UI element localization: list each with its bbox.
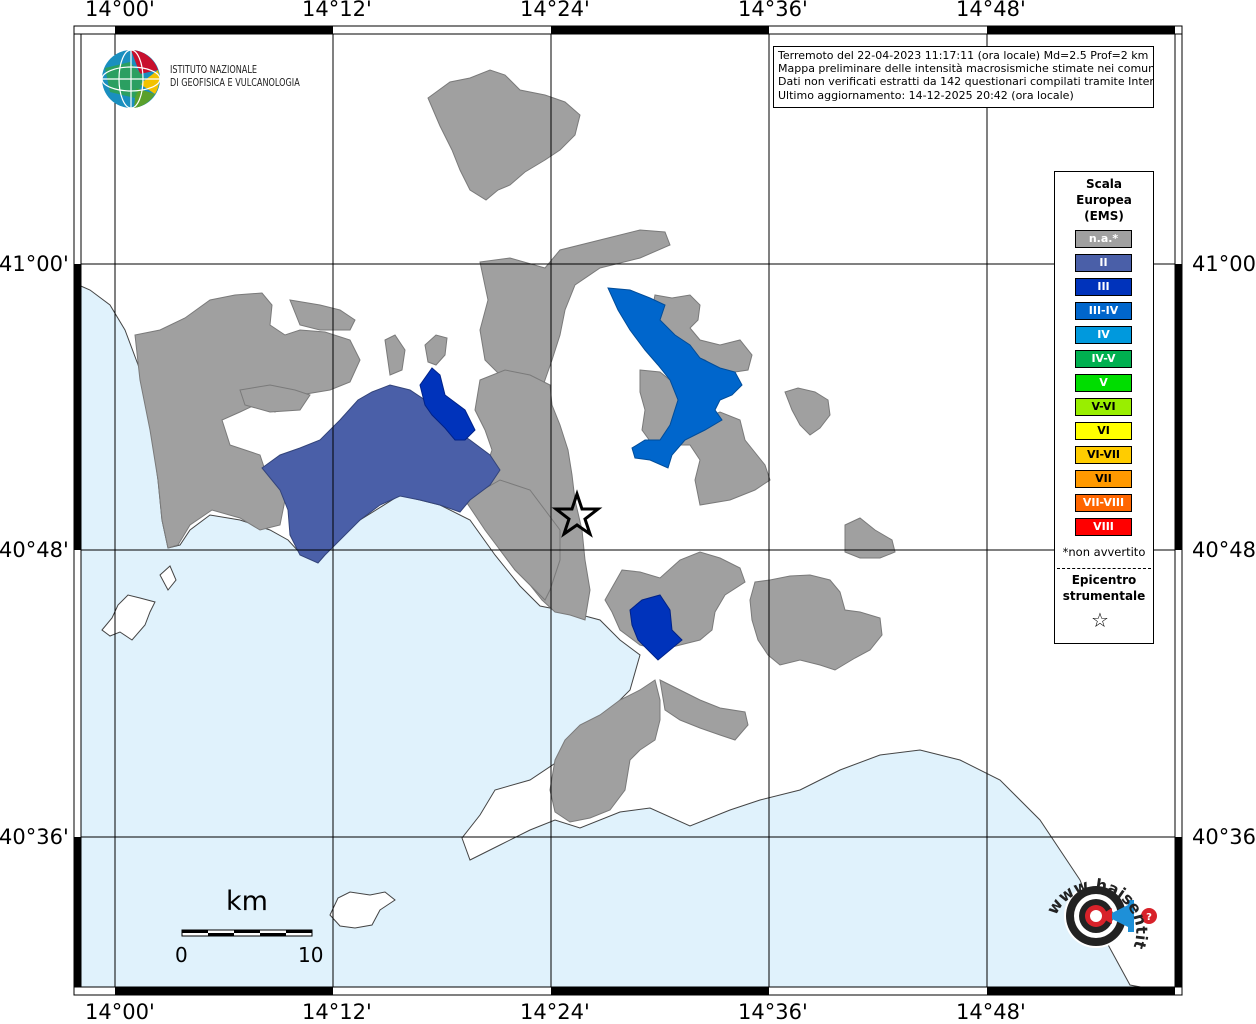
legend-item-n-a: n.a.*	[1075, 230, 1132, 248]
lon-label-top-3: 14°24'	[520, 0, 590, 21]
municipalities-na[interactable]	[134, 69, 896, 823]
mainland	[73, 25, 1183, 996]
ingv-logo: ISTITUTO NAZIONALE DI GEOFISICA E VULCAN…	[100, 48, 330, 110]
municipality-ems-iii-north[interactable]	[419, 367, 476, 441]
island-capri	[329, 891, 396, 929]
municipality-ems-iii-south[interactable]	[629, 594, 683, 661]
epicenter-legend-star-icon: ☆	[1091, 608, 1109, 632]
epicenter-star[interactable]	[551, 489, 603, 538]
scale-start-label: 0	[175, 943, 188, 967]
lat-label-right-1: 41°00'	[1192, 252, 1256, 276]
legend-title-line-1: Scala	[1085, 177, 1123, 191]
legend-item-viii: VIII	[1075, 518, 1132, 536]
lon-label-top-1: 14°00'	[85, 0, 155, 21]
event-info-line-1: Terremoto del 22-04-2023 11:17:11 (ora l…	[778, 49, 1149, 62]
event-info-line-3: Dati non verificati estratti da 142 ques…	[778, 75, 1154, 89]
svg-text:?: ?	[1146, 912, 1152, 923]
legend-item-iv: IV	[1075, 326, 1132, 344]
island-procida	[159, 565, 177, 591]
logo-line-1: ISTITUTO NAZIONALE	[170, 64, 258, 76]
map-frame	[73, 25, 1183, 996]
logo-line-2: DI GEOFISICA E VULCANOLOGIA	[170, 76, 300, 89]
legend-item-v-vi: V-VI	[1075, 398, 1132, 416]
legend-item-iv-v: IV-V	[1075, 350, 1132, 368]
legend-item-v: V	[1075, 374, 1132, 392]
municipality-ems-ii[interactable]	[261, 384, 501, 564]
graticule	[74, 26, 1182, 995]
lon-label-bottom-2: 14°12'	[302, 1000, 372, 1024]
scale-end-label: 10	[298, 943, 324, 967]
legend-item-vi: VI	[1075, 422, 1132, 440]
legend-item-iii-iv: III-IV	[1075, 302, 1132, 320]
legend-item-ii: II	[1075, 254, 1132, 272]
haisentito-logo[interactable]: ? www.haisentitoilterremoto.it	[1020, 841, 1158, 976]
event-info-line-2: Mappa preliminare delle intensità macros…	[778, 62, 1154, 76]
legend-title: Scala Europea (EMS)	[1055, 176, 1153, 224]
lat-label-right-2: 40°48'	[1192, 538, 1256, 562]
legend-separator	[1057, 568, 1151, 569]
scale-unit-label: km	[226, 886, 268, 917]
lon-label-bottom-3: 14°24'	[520, 1000, 590, 1024]
globe-icon	[101, 49, 161, 109]
event-info-box: Terremoto del 22-04-2023 11:17:11 (ora l…	[773, 46, 1154, 108]
lon-label-bottom-4: 14°36'	[738, 1000, 808, 1024]
epicenter-legend-label: Epicentro strumentale	[1055, 572, 1153, 604]
legend-title-line-3: (EMS)	[1084, 209, 1124, 223]
earthquake-target-icon: ? www.haisentitoilterremoto.it	[1020, 841, 1157, 951]
legend-item-vi-vii: VI-VII	[1075, 446, 1132, 464]
lat-label-left-2: 40°48'	[0, 538, 69, 562]
scale-bar	[181, 929, 313, 937]
lat-label-left-3: 40°36'	[0, 825, 69, 849]
epicenter-legend-line-1: Epicentro	[1071, 573, 1137, 587]
event-info-line-4: Ultimo aggiornamento: 14-12-2025 20:42 (…	[778, 88, 1074, 102]
lon-label-bottom-5: 14°48'	[956, 1000, 1026, 1024]
not-felt-note: *non avvertito	[1062, 545, 1146, 559]
lat-label-left-1: 41°00'	[0, 252, 69, 276]
legend-item-vii-viii: VII-VIII	[1075, 494, 1132, 512]
legend-item-iii: III	[1075, 278, 1132, 296]
lon-label-top-4: 14°36'	[738, 0, 808, 21]
lon-label-top-5: 14°48'	[956, 0, 1026, 21]
lon-label-top-2: 14°12'	[302, 0, 372, 21]
legend-item-vii: VII	[1075, 470, 1132, 488]
municipality-ems-iii-iv[interactable]	[607, 287, 743, 469]
ems-legend: Scala Europea (EMS) n.a.* II III III-IV IV IV…	[1054, 171, 1154, 644]
lon-label-bottom-1: 14°00'	[85, 1000, 155, 1024]
lat-label-right-3: 40°36'	[1192, 825, 1256, 849]
legend-title-line-2: Europea	[1076, 193, 1132, 207]
epicenter-legend-line-2: strumentale	[1062, 589, 1146, 603]
